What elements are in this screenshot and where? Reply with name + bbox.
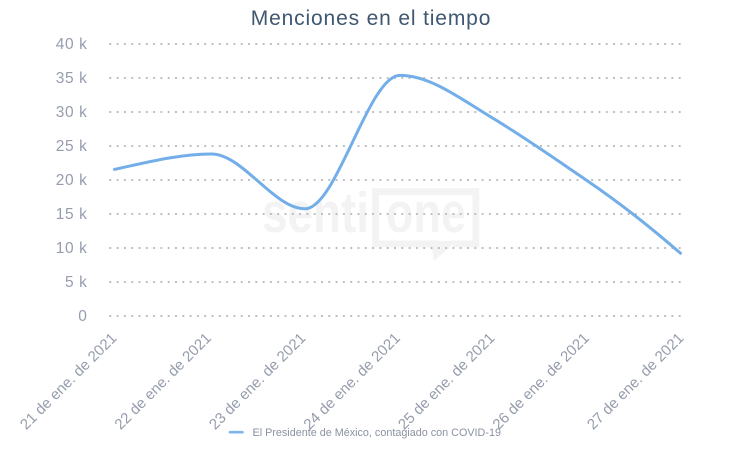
svg-text:5 k: 5 k: [65, 274, 87, 291]
svg-text:one: one: [386, 181, 466, 245]
svg-text:Menciones en el tiempo: Menciones en el tiempo: [251, 7, 492, 30]
svg-text:senti: senti: [262, 181, 369, 245]
svg-text:25 k: 25 k: [56, 138, 88, 155]
svg-text:20 k: 20 k: [56, 172, 88, 189]
svg-text:15 k: 15 k: [56, 206, 88, 223]
svg-text:30 k: 30 k: [56, 104, 88, 121]
svg-text:El Presidente de México, conta: El Presidente de México, contagiado con …: [253, 427, 501, 439]
svg-text:10 k: 10 k: [56, 240, 88, 257]
svg-text:35 k: 35 k: [56, 70, 88, 87]
svg-text:40 k: 40 k: [56, 36, 88, 53]
svg-text:0: 0: [78, 308, 87, 325]
